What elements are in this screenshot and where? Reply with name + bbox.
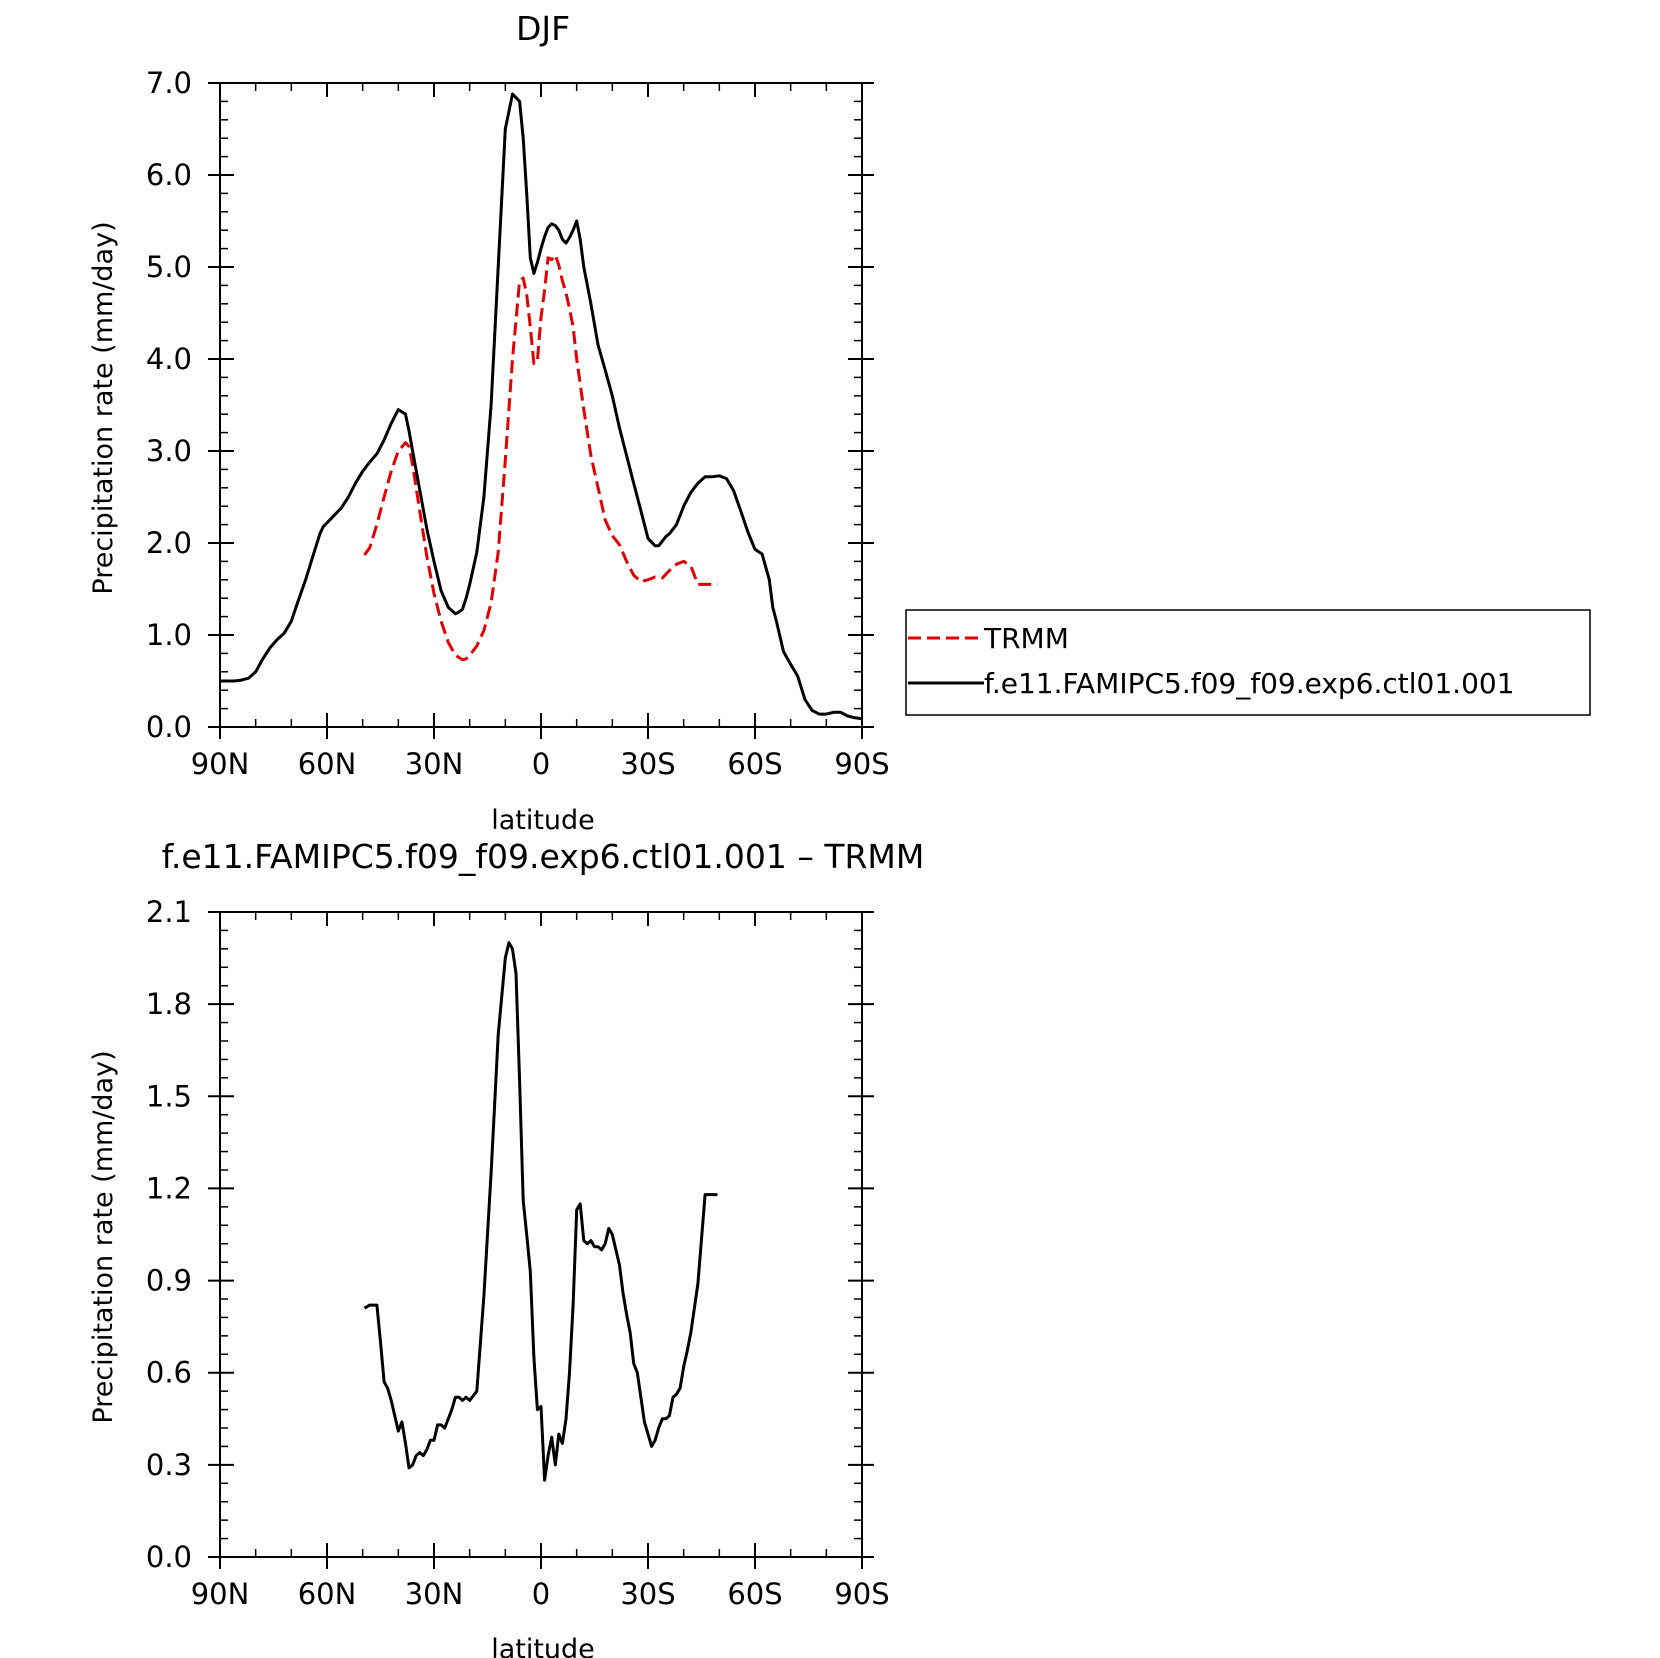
- y-tick-label: 2.0: [146, 526, 192, 560]
- x-tick-label: 90S: [834, 747, 889, 781]
- legend-label-model: f.e11.FAMIPC5.f09_f09.exp6.ctl01.001: [984, 667, 1515, 700]
- x-tick-label: 0: [532, 747, 550, 781]
- bottom-tick-labels: 90N 60N 30N 0 30S 60S 90S 0.0 0.3 0.6 0.9 1.2 1.5 1.8…: [146, 895, 890, 1611]
- y-tick-label: 7.0: [146, 66, 192, 100]
- top-x-axis-label: latitude: [491, 805, 595, 836]
- bottom-series-lines: [363, 941, 718, 1482]
- x-tick-label: 90S: [834, 1577, 889, 1611]
- bottom-chart-title: f.e11.FAMIPC5.f09_f09.exp6.ctl01.001 – T…: [162, 837, 925, 876]
- y-tick-label: 5.0: [146, 250, 192, 284]
- top-tick-labels: 90N 60N 30N 0 30S 60S 90S 0.0 1.0 2.0 3.0 4.0 5.0 6.0…: [146, 66, 890, 781]
- x-tick-label: 60S: [727, 1577, 782, 1611]
- x-tick-label: 0: [532, 1577, 550, 1611]
- bottom-plot-frame: [219, 911, 863, 1558]
- y-tick-label: 4.0: [146, 342, 192, 376]
- y-tick-label: 0.0: [146, 710, 192, 744]
- series-line-1: [220, 92, 863, 721]
- legend-box: [905, 609, 1591, 716]
- y-tick-label: 3.0: [146, 434, 192, 468]
- top-y-axis-label: Precipitation rate (mm/day): [88, 221, 119, 594]
- y-tick-label: 2.1: [146, 895, 192, 929]
- top-series-lines: [220, 92, 863, 721]
- x-tick-label: 30S: [620, 1577, 675, 1611]
- legend-label-trmm: TRMM: [983, 622, 1069, 655]
- y-tick-label: 0.6: [146, 1356, 192, 1390]
- x-tick-label: 30N: [405, 747, 464, 781]
- y-tick-label: 0.3: [146, 1448, 192, 1482]
- series-line-0: [363, 253, 718, 662]
- y-tick-label: 1.0: [146, 618, 192, 652]
- y-tick-label: 1.5: [146, 1079, 192, 1113]
- top-ticks: [208, 82, 874, 739]
- y-tick-label: 0.9: [146, 1264, 192, 1298]
- bottom-x-axis-label: latitude: [491, 1634, 595, 1658]
- top-chart-title: DJF: [516, 9, 570, 48]
- y-tick-label: 1.2: [146, 1171, 192, 1205]
- top-panel: DJF Precipitation rate (mm/day) latitude…: [88, 9, 890, 836]
- y-tick-label: 6.0: [146, 158, 192, 192]
- top-plot-frame: [219, 82, 863, 728]
- x-tick-label: 30S: [620, 747, 675, 781]
- x-tick-label: 30N: [405, 1577, 464, 1611]
- x-tick-label: 90N: [191, 747, 250, 781]
- bottom-y-axis-label: Precipitation rate (mm/day): [88, 1050, 119, 1423]
- x-tick-label: 60S: [727, 747, 782, 781]
- y-tick-label: 1.8: [146, 987, 192, 1021]
- y-tick-label: 0.0: [146, 1540, 192, 1574]
- x-tick-label: 60N: [298, 1577, 357, 1611]
- series-line-0: [363, 941, 718, 1482]
- bottom-ticks: [208, 911, 874, 1569]
- x-tick-label: 60N: [298, 747, 357, 781]
- bottom-panel: f.e11.FAMIPC5.f09_f09.exp6.ctl01.001 – T…: [88, 837, 924, 1658]
- x-tick-label: 90N: [191, 1577, 250, 1611]
- legend: TRMM f.e11.FAMIPC5.f09_f09.exp6.ctl01.00…: [905, 609, 1591, 716]
